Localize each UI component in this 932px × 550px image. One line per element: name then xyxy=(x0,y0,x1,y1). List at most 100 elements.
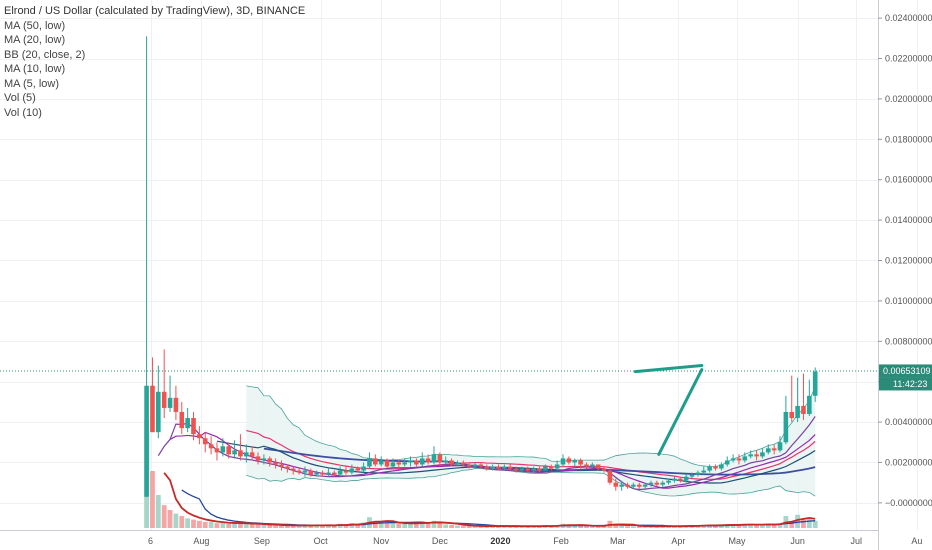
candle xyxy=(548,464,554,471)
candle xyxy=(713,464,718,471)
y-tick-label: 0.01600000 xyxy=(885,175,932,185)
y-tick-label: 0.00200000 xyxy=(885,457,932,467)
volume-bar xyxy=(384,522,390,528)
candle-body xyxy=(472,464,478,467)
volume-bar xyxy=(191,519,196,528)
volume-bar xyxy=(402,523,408,528)
volume-bar xyxy=(290,525,296,528)
candle-body xyxy=(226,446,231,455)
candle-body xyxy=(220,446,226,453)
price-axis: 0.02400000 0.02200000 0.02000000 0.01800000… xyxy=(878,13,932,508)
candle xyxy=(607,468,613,485)
candle-body xyxy=(513,468,519,471)
volume-bar xyxy=(472,526,478,528)
candle xyxy=(167,375,173,412)
candle xyxy=(285,464,290,473)
candle xyxy=(490,464,495,471)
price-badge-label: 0.00653109 xyxy=(883,366,931,376)
indicator-item[interactable]: MA (50, low) xyxy=(4,19,66,32)
candle-body xyxy=(666,480,671,483)
candle xyxy=(308,468,314,477)
volume-bar xyxy=(625,526,630,528)
x-tick-label: 6 xyxy=(148,536,153,546)
indicator-item[interactable]: BB (20, close, 2) xyxy=(4,48,86,61)
volume-bar xyxy=(795,514,801,528)
candle xyxy=(496,464,501,471)
candle xyxy=(801,373,806,421)
candle xyxy=(443,456,449,465)
candle-body xyxy=(707,466,712,471)
candle-body xyxy=(701,470,707,473)
candle xyxy=(484,464,490,471)
volume-bar xyxy=(238,522,243,528)
candle-body xyxy=(478,464,484,467)
candle xyxy=(355,466,361,473)
x-tick-label: Mar xyxy=(610,536,626,546)
indicator-item[interactable]: Vol (10) xyxy=(4,106,42,119)
volume-bar xyxy=(273,525,279,528)
candle xyxy=(378,456,384,467)
candle-body xyxy=(331,472,337,475)
indicator-item[interactable]: MA (10, low) xyxy=(4,63,66,75)
volume-bar xyxy=(431,520,437,528)
y-tick-label: 0.01000000 xyxy=(885,296,932,306)
candle-body xyxy=(349,468,355,473)
candle-body xyxy=(619,484,624,487)
candle-body xyxy=(584,464,589,467)
candle xyxy=(279,460,284,471)
candle-body xyxy=(167,397,173,408)
candle xyxy=(197,426,202,445)
candle-body xyxy=(419,458,425,465)
volume-bar xyxy=(261,525,267,528)
candle xyxy=(578,458,583,469)
candle xyxy=(701,466,707,475)
x-tick-label: Oct xyxy=(314,536,329,546)
x-tick-label: Aug xyxy=(193,536,209,546)
y-tick-label: −0.0000000 xyxy=(885,498,932,508)
volume-bar xyxy=(718,525,724,528)
volume-bar xyxy=(419,522,425,528)
candlesticks xyxy=(144,36,818,497)
indicator-item[interactable]: MA (20, low) xyxy=(4,34,66,46)
volume-bar xyxy=(648,526,654,528)
candle-body xyxy=(285,466,290,469)
time-axis: 6 Aug Sep Oct Nov Dec 2020 Feb Mar Apr May Jun Jul Au xyxy=(148,536,922,546)
volume-bar xyxy=(584,526,589,528)
volume-bar xyxy=(396,523,402,528)
indicator-item[interactable]: MA (5, low) xyxy=(4,77,60,90)
candle-body xyxy=(678,478,683,481)
volume-bar xyxy=(378,522,384,528)
candle xyxy=(191,411,196,441)
volume-bar xyxy=(167,510,173,528)
candle-body xyxy=(537,468,542,471)
candle xyxy=(642,482,648,489)
candle-body xyxy=(595,464,601,469)
candle xyxy=(161,349,167,419)
last-price-badge: 0.00653109 11:42:23 xyxy=(879,364,932,391)
candle xyxy=(525,466,531,473)
candle xyxy=(220,438,226,457)
volume-bar xyxy=(730,524,736,528)
candle xyxy=(795,377,800,423)
volume-bar xyxy=(519,526,525,528)
x-tick-label: Au xyxy=(911,536,922,546)
indicator-item[interactable]: Vol (5) xyxy=(4,92,36,104)
candle xyxy=(425,454,431,465)
volume-bar xyxy=(595,525,601,528)
candle xyxy=(337,466,343,477)
candle-body xyxy=(795,405,800,419)
volume-bar xyxy=(220,522,226,528)
volume-bar xyxy=(390,523,396,528)
volume-bar xyxy=(155,495,161,528)
volume-bar xyxy=(202,522,208,528)
candle xyxy=(243,444,249,463)
candle-body xyxy=(378,460,384,465)
candle-body xyxy=(384,460,390,467)
volume-bar xyxy=(707,525,713,528)
candle-body xyxy=(654,482,660,485)
indicator-legend: Elrond / US Dollar (calculated by Tradin… xyxy=(4,4,305,120)
bb-fill xyxy=(246,385,816,497)
candle-body xyxy=(249,452,255,457)
